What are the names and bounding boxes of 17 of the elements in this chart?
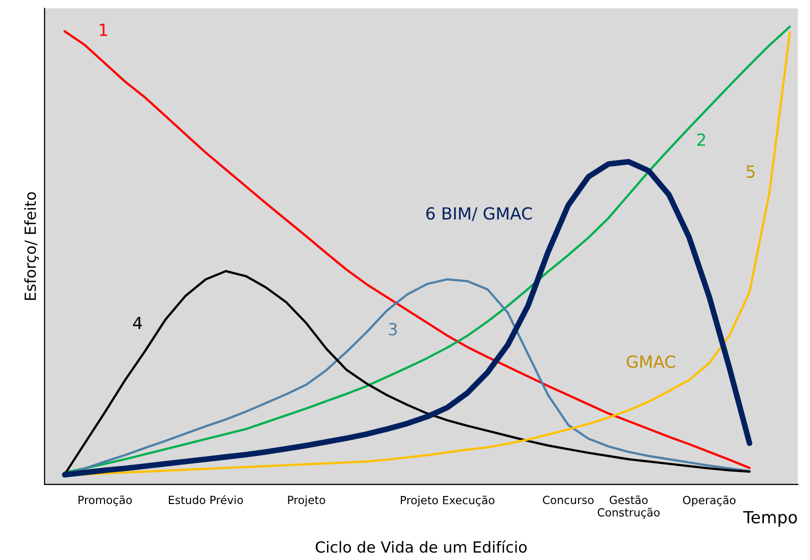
x-tick-label: Concurso (542, 496, 594, 504)
series-label: 5 (746, 166, 755, 178)
x-tick-label: Operação (682, 496, 736, 506)
x-tick-label: Estudo Prévio (168, 495, 243, 504)
series-label: 3 (388, 322, 397, 336)
x-tick-label: Gestão Construção (598, 495, 660, 519)
series-label: 6 BIM/ GMAC (426, 207, 532, 222)
y-axis-title: Esforço/ Efeito (24, 192, 39, 300)
series-label: 2 (697, 133, 706, 146)
x-tick-label: Projeto (288, 496, 326, 506)
text: Tempo (743, 511, 797, 527)
x-tick-label: Projeto Execução (400, 496, 494, 506)
x-axis-title: Ciclo de Vida de um Edifício (316, 540, 527, 553)
x-tick-label: Promoção (78, 495, 132, 506)
annotation: GMAC (626, 355, 675, 368)
series-label: 1 (100, 24, 108, 36)
series-label: 4 (133, 316, 142, 330)
